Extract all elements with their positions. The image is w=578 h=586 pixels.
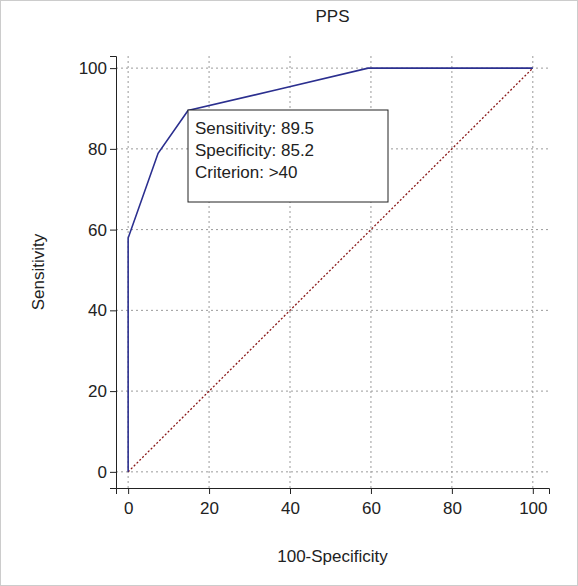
grid-line-y (116, 391, 549, 392)
annotation-text: Specificity: 85.2 (195, 141, 314, 160)
y-tick: 40 (88, 301, 116, 320)
grid-line-y (116, 310, 549, 311)
x-tick-mark (371, 488, 372, 494)
x-tick-label: 80 (443, 499, 462, 518)
y-tick: 60 (88, 221, 116, 240)
x-tick: 40 (281, 488, 300, 518)
y-tick-mark (110, 310, 116, 311)
y-tick-label: 0 (98, 463, 107, 482)
y-tick-mark (110, 472, 116, 473)
x-tick-mark (128, 488, 129, 494)
y-tick-label: 20 (88, 382, 107, 401)
y-tick-mark (110, 391, 116, 392)
y-tick-label: 80 (88, 140, 107, 159)
y-tick: 100 (79, 59, 116, 78)
x-tick-label: 40 (281, 499, 300, 518)
y-tick-mark (110, 230, 116, 231)
reference-line (128, 68, 533, 472)
annotation-text: Criterion: >40 (195, 163, 298, 182)
y-axis-title: Sensitivity (29, 233, 48, 310)
x-tick: 80 (443, 488, 462, 518)
annotation-text: Sensitivity: 89.5 (195, 119, 314, 138)
title: PPS (315, 7, 349, 26)
x-tick-mark (533, 488, 534, 494)
x-tick: 60 (362, 488, 381, 518)
y-tick: 80 (88, 140, 116, 159)
grid-line-y (116, 471, 549, 472)
y-tick: 0 (98, 463, 116, 482)
y-tick-label: 60 (88, 221, 107, 240)
x-tick-label: 100 (519, 499, 547, 518)
background (1, 1, 578, 586)
x-tick: 100 (519, 488, 547, 518)
grid-line-y (116, 229, 549, 230)
x-tick-mark (209, 488, 210, 494)
y-tick-label: 100 (79, 59, 107, 78)
grid-line-x (451, 56, 452, 488)
y-tick-mark (110, 149, 116, 150)
x-tick-label: 0 (124, 499, 133, 518)
x-tick-label: 60 (362, 499, 381, 518)
x-axis-title: 100-Specificity (277, 547, 388, 566)
chart: PPS 0 20 40 60 80 100 0 20 40 60 80 100 100-Specifici… (0, 0, 578, 586)
y-axis: 0 20 40 60 80 100 (79, 57, 117, 489)
y-tick-label: 40 (88, 301, 107, 320)
annotation: Sensitivity: 89.5 Specificity: 85.2 Criter… (188, 110, 388, 202)
y-tick-mark (110, 68, 116, 69)
x-axis-line (117, 489, 550, 495)
x-tick-mark (290, 488, 291, 494)
y-axis-line (110, 57, 117, 489)
y-tick: 20 (88, 382, 116, 401)
grid (116, 56, 549, 488)
x-tick-mark (452, 488, 453, 494)
plot-area (128, 68, 533, 472)
grid-line-x (532, 56, 533, 488)
x-axis: 0 20 40 60 80 100 (117, 488, 550, 518)
annotation-box (188, 110, 388, 202)
x-tick-label: 20 (200, 499, 219, 518)
x-tick: 0 (124, 488, 133, 518)
roc-curve (128, 68, 533, 472)
x-tick: 20 (200, 488, 219, 518)
